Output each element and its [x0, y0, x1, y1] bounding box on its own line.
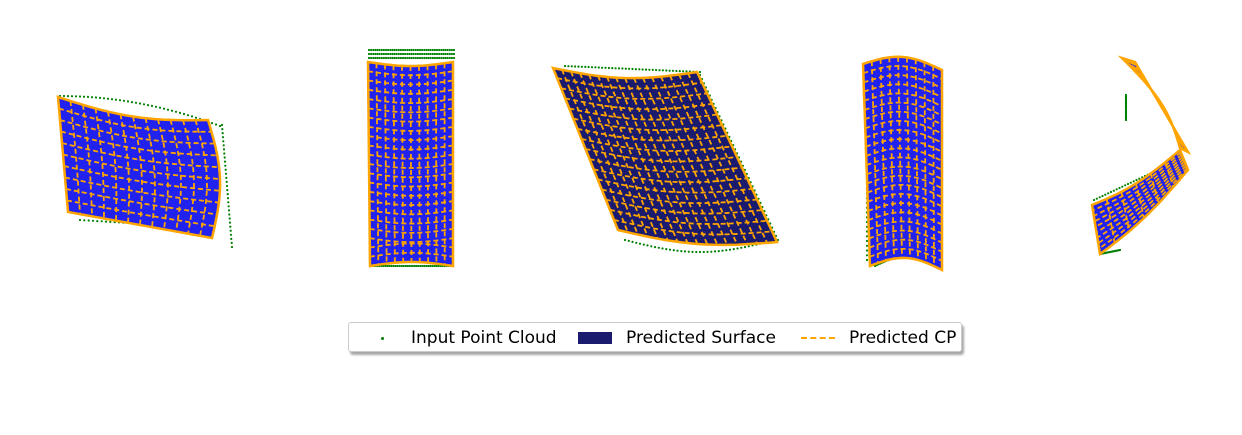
predicted-cp-grid	[552, 67, 778, 246]
panel-4-panel	[861, 55, 944, 273]
input-point-cloud	[367, 48, 456, 268]
legend-label: Predicted CP	[849, 328, 957, 348]
legend-label: Predicted Surface	[626, 328, 776, 348]
legend-item-predicted-surface: Predicted Surface	[574, 323, 776, 353]
legend: Input Point Cloud Predicted Surface Pred…	[348, 322, 962, 352]
predicted-surface	[550, 66, 779, 247]
panel-3-panel	[550, 64, 780, 254]
surface-patch-icon	[574, 323, 612, 353]
panel-5-lower-panel	[1090, 147, 1190, 257]
predicted-cp-grid	[367, 61, 454, 267]
dashed-line-icon	[797, 323, 835, 353]
predicted-cp-grid	[862, 55, 943, 271]
legend-item-input-point-cloud: Input Point Cloud	[359, 323, 557, 353]
point-marker-icon	[359, 323, 397, 353]
panel-2-panel	[366, 48, 456, 268]
predicted-cp-grid	[1091, 149, 1189, 255]
panel-5-upper-panel	[1117, 55, 1192, 156]
legend-label: Input Point Cloud	[411, 328, 557, 348]
panel-1-panel	[56, 94, 234, 249]
legend-item-predicted-cp: Predicted CP	[797, 323, 956, 353]
predicted-cp-grid	[1121, 57, 1189, 153]
input-point-cloud	[1124, 93, 1128, 122]
predicted-cp-grid	[57, 96, 221, 239]
